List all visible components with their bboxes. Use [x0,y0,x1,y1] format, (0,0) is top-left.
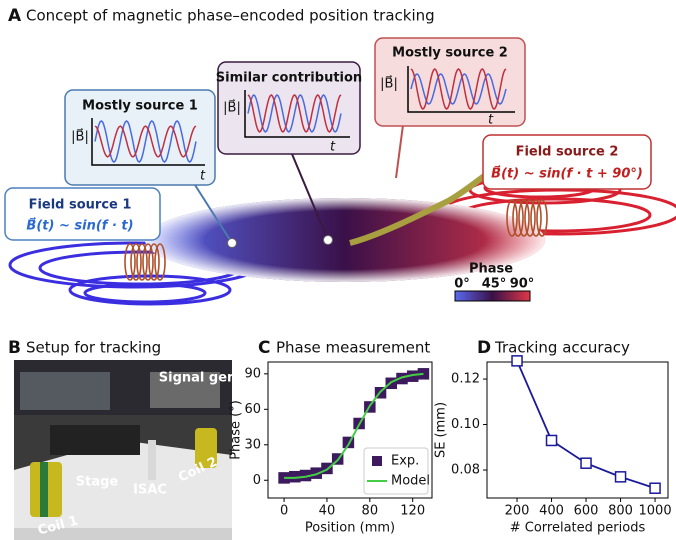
axis-label: |B⃗| [71,128,89,144]
panel-title: Phase measurement [276,339,430,357]
axis-label: |B⃗| [223,99,241,115]
photo-label: Stage [76,475,119,490]
source-title: Field source 2 [516,145,619,160]
x-tick-label: 120 [400,504,425,519]
y-tick-label: 30 [244,437,261,452]
x-tick-label: 800 [608,504,633,519]
x-tick-label: 80 [362,504,379,519]
y-axis-label: Phase (°) [229,400,244,460]
x-axis-label: Position (mm) [305,521,395,536]
y-axis-label: SE (mm) [434,402,449,458]
marker [581,458,591,468]
point [228,239,237,248]
colorbar [455,291,530,301]
y-tick-label: 90 [244,366,261,381]
panel-label: D [477,338,491,358]
source-formula: B⃗(t) ~ sin(f · t) [26,217,133,233]
marker [512,356,522,366]
photo-label: Signal gen. [159,371,241,386]
y-tick-label: 60 [244,402,261,417]
legend-marker [372,456,382,466]
x-tick-label: 0 [280,504,288,519]
marker [616,472,626,482]
point [324,236,333,245]
axis-label: t [488,113,494,128]
panel-title: Setup for tracking [26,339,161,357]
callout-title: Similar contribution [216,71,362,86]
x-tick-label: 600 [574,504,599,519]
legend-label: Model [391,474,430,489]
marker [547,435,557,445]
panel-label: C [258,338,270,358]
x-tick-label: 400 [539,504,564,519]
photo-label: ISAC [133,483,167,498]
x-tick-label: 1000 [639,504,672,519]
marker [650,483,660,493]
colorbar-title: Phase [469,262,513,277]
panel-label: A [8,6,22,26]
y-tick-label: 0.08 [451,463,480,478]
callout-title: Mostly source 1 [82,99,198,114]
panel-label: B [8,338,21,358]
photo [14,360,232,540]
colorbar-tick: 90° [510,277,535,292]
x-tick-label: 200 [505,504,530,519]
figure: A Concept of magnetic phase–encoded posi… [0,0,676,540]
plot-frame [487,362,668,498]
y-tick-label: 0.10 [451,417,480,432]
x-axis-label: # Correlated periods [510,521,646,536]
source-formula: B⃗(t) ~ sin(f · t + 90°) [491,165,643,181]
axis-label: |B⃗| [380,75,398,91]
panel-title: Tracking accuracy [494,339,630,357]
y-tick-label: 0.12 [451,372,480,387]
axis-label: t [200,169,206,184]
colorbar-tick: 0° [454,277,470,292]
callout-title: Mostly source 2 [392,46,508,61]
panel-title: Concept of magnetic phase–encoded positi… [26,7,435,25]
x-tick-label: 40 [319,504,336,519]
source-title: Field source 1 [29,198,132,213]
axis-label: t [330,140,336,155]
series-line [517,361,655,488]
legend-label: Exp. [391,454,419,469]
y-tick-label: 0 [253,473,261,488]
colorbar-tick: 45° [482,277,507,292]
